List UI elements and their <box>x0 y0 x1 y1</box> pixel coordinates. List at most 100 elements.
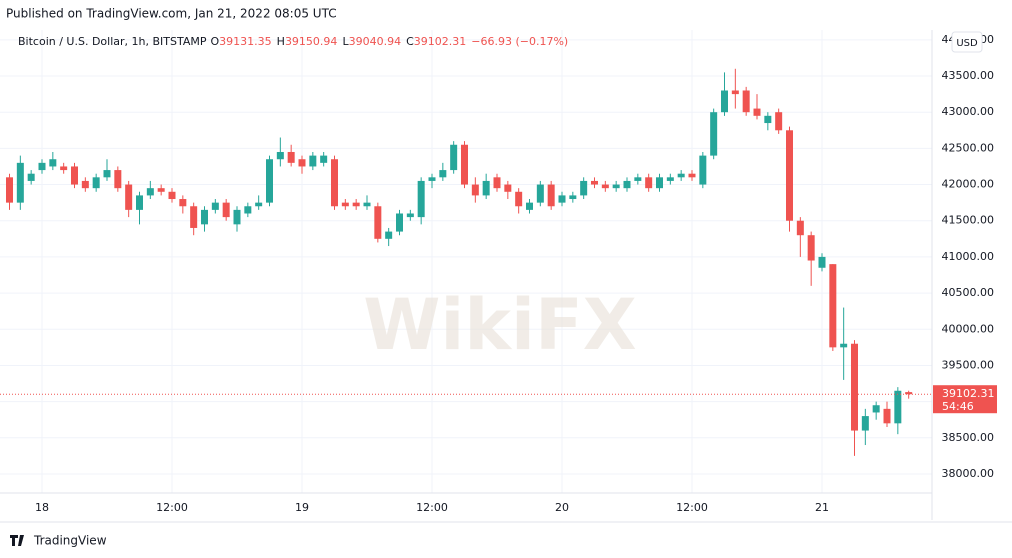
candle-body <box>905 392 913 395</box>
candle-body <box>547 184 555 207</box>
candle-body <box>222 202 230 218</box>
ohlc-label: H <box>277 35 285 48</box>
candle-body <box>894 390 902 424</box>
currency[interactable]: USD <box>956 38 978 49</box>
candle-body <box>742 90 750 113</box>
candle-body <box>710 112 718 156</box>
y-tick-label: 40000.00 <box>942 322 995 335</box>
ohlc-value: 39102.31 <box>414 35 467 48</box>
candle-body <box>233 209 241 225</box>
ohlc-value: 39131.35 <box>219 35 272 48</box>
candle-body <box>168 191 176 200</box>
candle-body <box>461 144 468 185</box>
candle-body <box>493 177 501 189</box>
candle-body <box>569 195 577 200</box>
change: −66.93 (−0.17%) <box>471 35 568 48</box>
price-label: 39102.31 <box>942 387 995 400</box>
y-tick-label: 43000.00 <box>942 105 995 118</box>
x-tick-label: 19 <box>295 501 309 514</box>
candle-body <box>406 213 414 218</box>
candle-body <box>721 90 728 113</box>
candle-body <box>786 130 793 221</box>
brand: TradingView <box>33 534 107 548</box>
candle-body <box>428 177 436 181</box>
candle-body <box>807 235 815 261</box>
candle-body <box>27 173 35 181</box>
candle-body <box>829 264 837 348</box>
candle-body <box>656 177 663 189</box>
candle-body <box>341 202 349 207</box>
y-tick-label: 42500.00 <box>942 141 995 154</box>
candle-body <box>482 180 490 196</box>
candle-body <box>92 177 100 189</box>
candle-body <box>363 202 371 207</box>
candle-body <box>60 166 68 171</box>
candle-body <box>298 159 306 167</box>
candle-body <box>883 408 891 424</box>
y-tick-label: 41500.00 <box>942 214 995 227</box>
candle-body <box>125 184 133 210</box>
candle-body <box>688 173 696 178</box>
currency-box[interactable] <box>951 31 983 53</box>
candle-body <box>731 90 739 95</box>
x-tick-label: 20 <box>555 501 569 514</box>
candle-body <box>38 162 46 171</box>
candle-body <box>851 343 858 431</box>
candle-body <box>645 177 653 189</box>
candle-body <box>775 112 783 131</box>
candle-body <box>666 177 674 181</box>
y-tick-label: 41000.00 <box>942 250 995 263</box>
candle-body <box>450 144 458 171</box>
y-tick-label: 38000.00 <box>942 467 995 480</box>
candle-body <box>276 151 284 160</box>
candle-body <box>612 184 620 189</box>
header-bg <box>0 0 1012 28</box>
y-tick-label: 43500.00 <box>942 69 995 82</box>
candle-body <box>439 170 447 178</box>
candle-body <box>872 405 880 413</box>
candle-body <box>753 108 761 116</box>
candle-body <box>255 202 263 207</box>
candle-body <box>266 159 273 203</box>
x-tick-label: 12:00 <box>676 501 708 514</box>
x-tick-label: 21 <box>815 501 829 514</box>
y-tick-label: 42000.00 <box>942 178 995 191</box>
watermark: WikiFX <box>363 284 637 366</box>
published: Published on TradingView.com, Jan 21, 20… <box>6 7 337 21</box>
candle-body <box>396 213 403 232</box>
candle-body <box>580 180 588 196</box>
candle-body <box>417 180 425 218</box>
candle-body <box>558 195 566 203</box>
candle-body <box>634 177 642 181</box>
candle-body <box>526 202 533 210</box>
candle-body <box>71 166 78 185</box>
candle-body <box>16 162 24 203</box>
candle-body <box>374 206 382 239</box>
candle-body <box>136 195 143 210</box>
candle-body <box>591 180 598 185</box>
brand-logo <box>10 535 24 546</box>
candle-body <box>331 159 338 207</box>
y-tick-label: 39500.00 <box>942 358 995 371</box>
candle-body <box>6 177 13 203</box>
candle-body <box>677 173 685 178</box>
candles <box>0 68 932 456</box>
ohlc-value: 39040.94 <box>349 35 402 48</box>
candle-body <box>796 220 804 236</box>
candle-body <box>352 202 360 207</box>
candle-body <box>504 184 512 192</box>
candle-body <box>190 206 198 228</box>
candle-body <box>103 170 111 178</box>
candle-body <box>157 188 165 192</box>
candle-body <box>471 184 479 196</box>
candle-body <box>244 206 252 214</box>
candle-body <box>81 180 89 189</box>
candle-body <box>764 115 772 124</box>
ohlc-label: L <box>342 35 349 48</box>
candle-body <box>515 191 523 207</box>
candle-body <box>114 170 122 189</box>
candle-body <box>385 231 393 239</box>
price-label-box <box>933 385 997 414</box>
